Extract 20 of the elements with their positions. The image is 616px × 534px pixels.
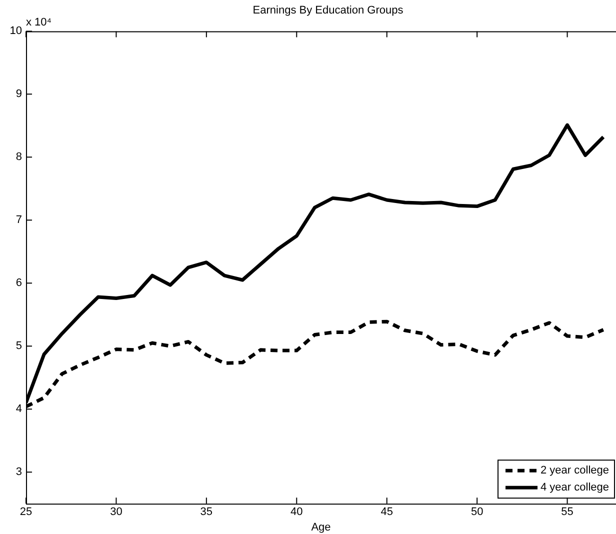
x-tick-label: 40 bbox=[290, 506, 303, 518]
text: x 10⁴ bbox=[26, 16, 52, 29]
chart-title: Earnings By Education Groups bbox=[252, 4, 404, 17]
x-axis-title: Age bbox=[311, 521, 331, 534]
y-tick-label: 4 bbox=[16, 403, 22, 416]
legend-label: 4 year college bbox=[540, 482, 610, 494]
x-tick-label: 55 bbox=[561, 506, 574, 518]
y-tick-label: 10 bbox=[10, 25, 22, 38]
y-tick-label: 7 bbox=[16, 214, 22, 226]
y-tick-label: 8 bbox=[16, 151, 22, 164]
y-tick-label: 9 bbox=[16, 88, 22, 100]
x-tick-label: 50 bbox=[470, 506, 484, 518]
x-tick-label: 25 bbox=[20, 506, 32, 518]
y-tick-label: 3 bbox=[16, 466, 22, 478]
y-tick-label: 5 bbox=[16, 340, 22, 352]
x-tick-label: 45 bbox=[380, 506, 393, 518]
legend-label: 2 year college bbox=[540, 464, 610, 477]
y-tick-label: 6 bbox=[16, 277, 22, 290]
x-tick-label: 30 bbox=[110, 506, 122, 518]
x-tick-label: 35 bbox=[200, 506, 213, 518]
